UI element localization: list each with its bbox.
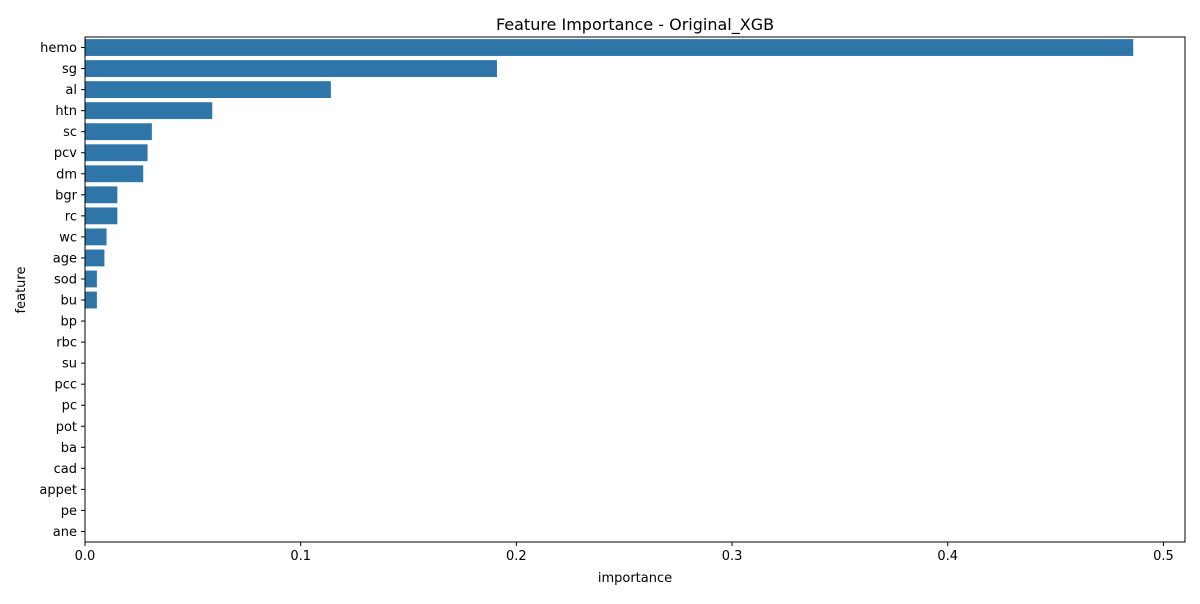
bar-sc bbox=[85, 123, 152, 141]
y-tick-label: sc bbox=[63, 125, 77, 140]
y-tick-label: pc bbox=[62, 399, 77, 414]
y-tick-label: al bbox=[65, 83, 77, 98]
plot-frame bbox=[84, 36, 1186, 543]
x-tick-label: 0.5 bbox=[1153, 549, 1174, 564]
y-axis-label: feature bbox=[14, 267, 29, 314]
x-tick-label: 0.2 bbox=[506, 549, 527, 564]
y-tick-label: ba bbox=[61, 441, 77, 456]
y-tick-label: rc bbox=[65, 209, 77, 224]
y-tick-label: age bbox=[53, 251, 77, 266]
bar-hemo bbox=[85, 39, 1134, 56]
bar-sod bbox=[85, 270, 97, 288]
y-tick-label: cad bbox=[54, 462, 77, 477]
bar-pcv bbox=[85, 144, 148, 162]
bar-wc bbox=[85, 228, 107, 246]
x-tick-label: 0.4 bbox=[937, 549, 958, 564]
y-tick-label: sg bbox=[62, 62, 77, 77]
y-tick-label: ane bbox=[53, 525, 77, 540]
y-tick-label: pcv bbox=[54, 146, 77, 161]
y-tick-label: appet bbox=[39, 483, 77, 498]
bar-bgr bbox=[85, 186, 118, 204]
y-tick-label: bgr bbox=[55, 188, 78, 203]
y-tick-label: su bbox=[62, 357, 77, 372]
bar-sg bbox=[85, 60, 497, 77]
y-tick-label: pot bbox=[56, 420, 77, 435]
y-tick-label: htn bbox=[55, 104, 77, 119]
y-tick-label: bp bbox=[60, 315, 77, 330]
bar-age bbox=[85, 249, 105, 267]
x-axis-label: importance bbox=[598, 571, 672, 586]
y-tick-label: dm bbox=[56, 167, 77, 182]
x-tick-label: 0.3 bbox=[722, 549, 743, 564]
y-tick-label: bu bbox=[61, 294, 78, 309]
y-tick-label: sod bbox=[54, 272, 77, 287]
bar-al bbox=[85, 81, 331, 99]
chart-title: Feature Importance - Original_XGB bbox=[496, 15, 774, 35]
y-tick-label: pcc bbox=[54, 378, 77, 393]
bar-htn bbox=[85, 102, 213, 120]
y-tick-label: hemo bbox=[40, 41, 77, 56]
x-tick-label: 0.0 bbox=[75, 549, 96, 564]
y-tick-label: pe bbox=[61, 504, 77, 519]
y-tick-label: wc bbox=[59, 230, 77, 245]
plot-area: hemo sg al htn sc pcv dm bgr rc wc age sod bu bp rbc su… bbox=[39, 36, 1186, 564]
y-tick-label: rbc bbox=[56, 336, 77, 351]
bar-rc bbox=[85, 207, 118, 225]
x-tick-label: 0.1 bbox=[290, 549, 311, 564]
bar-bu bbox=[85, 291, 97, 309]
bar-dm bbox=[85, 165, 144, 183]
